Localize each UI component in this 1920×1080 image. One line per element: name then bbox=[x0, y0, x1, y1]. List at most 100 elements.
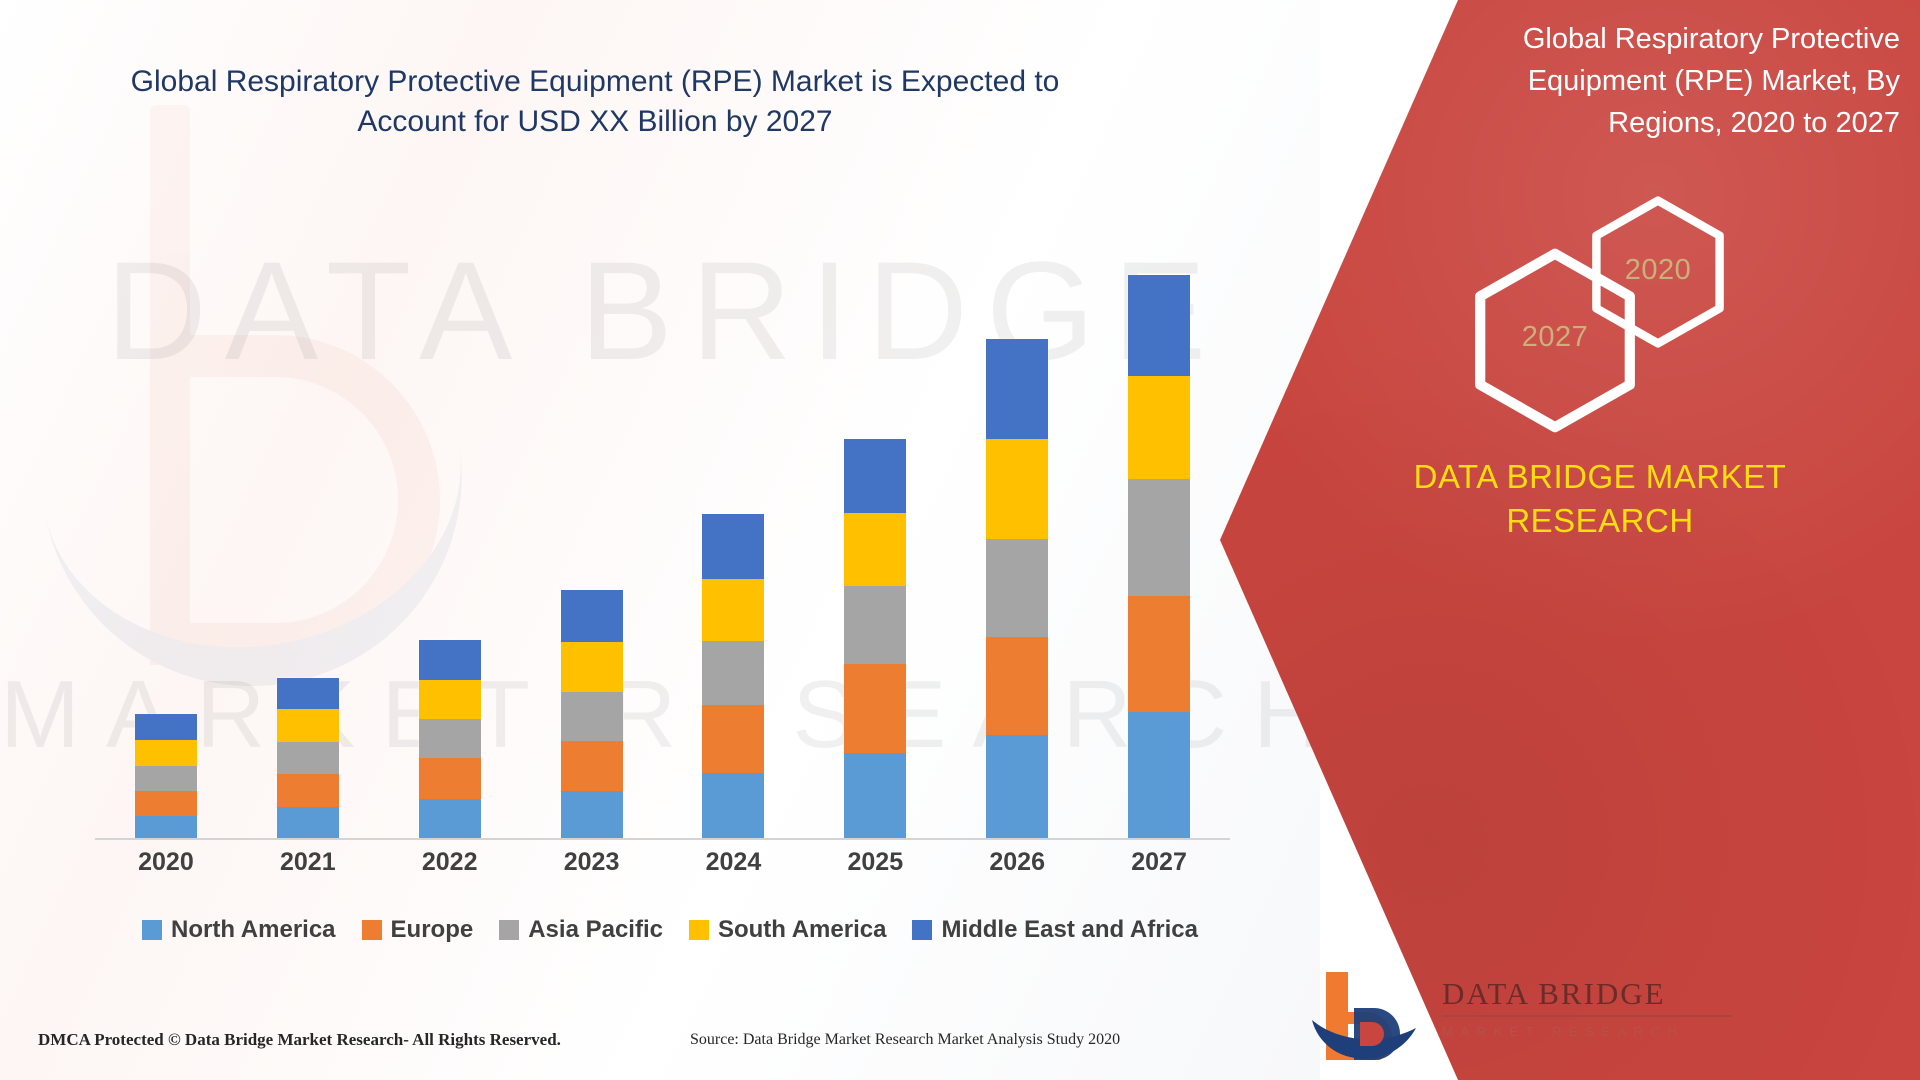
bar-segment[interactable] bbox=[702, 773, 765, 838]
hexagon-icon bbox=[1475, 248, 1635, 433]
bar-segment[interactable] bbox=[418, 640, 481, 680]
bar-column[interactable] bbox=[1097, 240, 1221, 838]
bar-segment[interactable] bbox=[986, 539, 1049, 638]
x-axis-label: 2027 bbox=[1131, 848, 1187, 876]
legend-swatch bbox=[499, 920, 520, 940]
legend-swatch bbox=[361, 920, 382, 940]
legend-item[interactable]: Asia Pacific bbox=[499, 916, 663, 944]
bar-segment[interactable] bbox=[276, 678, 339, 710]
dmca-notice: DMCA Protected © Data Bridge Market Rese… bbox=[38, 1030, 561, 1049]
bar-segment[interactable] bbox=[560, 589, 623, 642]
hexagon-group: 2020 2027 bbox=[1470, 195, 1770, 433]
legend-label: South America bbox=[717, 916, 887, 943]
legend-item[interactable]: Europe bbox=[361, 916, 474, 944]
bar-columns bbox=[95, 240, 1230, 838]
bar-segment[interactable] bbox=[134, 714, 197, 740]
watermark-line-2: MARKET RESEARCH bbox=[0, 661, 1320, 768]
bar-segment[interactable] bbox=[844, 664, 907, 754]
bar-segment[interactable] bbox=[986, 439, 1049, 540]
bar-segment[interactable] bbox=[560, 741, 623, 792]
bar-segment[interactable] bbox=[418, 679, 481, 720]
legend-item[interactable]: Middle East and Africa bbox=[912, 916, 1198, 944]
bar-segment[interactable] bbox=[134, 765, 197, 792]
bar-segment[interactable] bbox=[134, 739, 197, 766]
bar-column[interactable] bbox=[530, 240, 654, 838]
bar-segment[interactable] bbox=[1128, 712, 1191, 838]
bar-stack[interactable] bbox=[418, 640, 481, 838]
bar-column[interactable] bbox=[388, 240, 512, 838]
logo-wordmark: DATA BRIDGE MARKET RESEARCH bbox=[1442, 976, 1732, 1039]
bar-segment[interactable] bbox=[844, 513, 907, 586]
bar-segment[interactable] bbox=[1128, 479, 1191, 597]
bar-segment[interactable] bbox=[276, 709, 339, 743]
bar-segment[interactable] bbox=[702, 579, 765, 642]
bar-segment[interactable] bbox=[1128, 274, 1191, 377]
bar-segment[interactable] bbox=[702, 704, 765, 774]
bar-column[interactable] bbox=[246, 240, 370, 838]
legend-swatch bbox=[688, 920, 709, 940]
bar-stack[interactable] bbox=[134, 714, 197, 838]
bar-column[interactable] bbox=[955, 240, 1079, 838]
x-axis-labels: 2020 2021 2022 2023 2024 2025 2026 2027 bbox=[95, 848, 1230, 877]
bar-column[interactable] bbox=[104, 240, 228, 838]
bar-segment[interactable] bbox=[134, 791, 197, 816]
bar-segment[interactable] bbox=[844, 439, 907, 514]
chart-panel: DATA BRIDGE MARKET RESEARCH Global Respi… bbox=[0, 0, 1320, 1080]
bar-segment[interactable] bbox=[702, 641, 765, 705]
hexagon-end-year: 2027 bbox=[1470, 247, 1640, 433]
bar-stack[interactable] bbox=[986, 338, 1049, 838]
x-axis-label: 2023 bbox=[563, 848, 620, 876]
bar-segment[interactable] bbox=[418, 799, 481, 838]
bar-segment[interactable] bbox=[418, 758, 481, 800]
legend-item[interactable]: South America bbox=[688, 916, 887, 944]
source-note: Source: Data Bridge Market Research Mark… bbox=[690, 1031, 1121, 1048]
bar-stack[interactable] bbox=[276, 678, 339, 838]
bar-segment[interactable] bbox=[986, 637, 1049, 736]
bar-segment[interactable] bbox=[560, 641, 623, 692]
legend-item[interactable]: North America bbox=[142, 916, 336, 944]
bar-column[interactable] bbox=[671, 240, 795, 838]
logo-mark-icon bbox=[1310, 968, 1428, 1064]
legend-label: Middle East and Africa bbox=[941, 916, 1198, 943]
chart-title: Global Respiratory Protective Equipment … bbox=[130, 65, 1060, 139]
panel-title: Global Respiratory Protective Equipment … bbox=[1522, 23, 1900, 140]
x-axis-label: 2026 bbox=[989, 848, 1045, 876]
logo-subtitle: MARKET RESEARCH bbox=[1442, 1024, 1685, 1039]
bar-segment[interactable] bbox=[1128, 596, 1191, 713]
logo-title: DATA BRIDGE bbox=[1442, 976, 1732, 1017]
bar-segment[interactable] bbox=[560, 791, 623, 838]
bar-segment[interactable] bbox=[560, 691, 623, 742]
bar-segment[interactable] bbox=[844, 585, 907, 664]
bar-segment[interactable] bbox=[276, 774, 339, 807]
bar-stack[interactable] bbox=[1128, 274, 1191, 838]
bar-segment[interactable] bbox=[1128, 376, 1191, 480]
bar-segment[interactable] bbox=[134, 815, 197, 838]
brand-name: DATA BRIDGE MARKET RESEARCH bbox=[1413, 458, 1787, 540]
legend-label: Europe bbox=[390, 916, 474, 943]
bar-segment[interactable] bbox=[844, 753, 907, 838]
bar-segment[interactable] bbox=[276, 742, 339, 775]
bar-segment[interactable] bbox=[702, 513, 765, 580]
bar-segment[interactable] bbox=[276, 806, 339, 838]
bar-segment[interactable] bbox=[986, 735, 1049, 838]
branding-panel: Global Respiratory Protective Equipment … bbox=[1220, 0, 1920, 1080]
bar-stack[interactable] bbox=[844, 439, 907, 838]
bar-segment[interactable] bbox=[418, 719, 481, 759]
legend-swatch bbox=[142, 920, 163, 940]
bar-stack[interactable] bbox=[702, 513, 765, 838]
legend-label: Asia Pacific bbox=[528, 916, 663, 943]
hexagon-end-year-label: 2027 bbox=[1521, 320, 1589, 353]
chart-legend: North America Europe Asia Pacific South Ame… bbox=[95, 916, 1245, 944]
hexagon-start-year-label: 2020 bbox=[1624, 253, 1692, 286]
plot-area bbox=[95, 240, 1230, 840]
x-axis-label: 2022 bbox=[421, 848, 478, 876]
bar-column[interactable] bbox=[813, 240, 937, 838]
hexagon-start-year: 2020 bbox=[1588, 195, 1728, 348]
bar-stack[interactable] bbox=[560, 589, 623, 838]
bar-segment[interactable] bbox=[986, 338, 1049, 440]
company-logo: DATA BRIDGE MARKET RESEARCH bbox=[1310, 968, 1732, 1064]
hexagon-icon bbox=[1592, 196, 1724, 348]
legend-label: North America bbox=[171, 916, 336, 943]
x-axis-label: 2024 bbox=[705, 848, 762, 876]
